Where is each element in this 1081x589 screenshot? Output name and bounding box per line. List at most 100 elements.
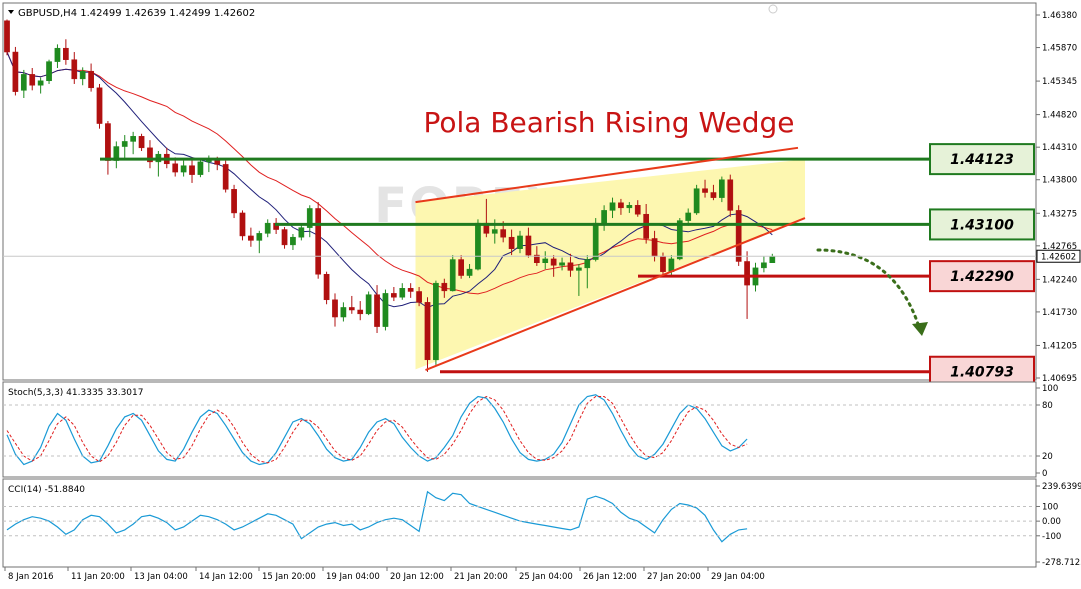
cci-tick-label: -100 xyxy=(1042,532,1061,542)
candle-body xyxy=(416,291,422,303)
cci-line xyxy=(6,490,748,543)
candle-body xyxy=(769,256,776,263)
candle-body xyxy=(365,294,372,315)
candle-body xyxy=(256,233,263,241)
candle-body xyxy=(290,236,296,246)
candle-body xyxy=(761,262,767,269)
candle-body xyxy=(189,165,195,175)
candle-body xyxy=(105,123,111,161)
time-tick-label: 11 Jan 20:00 xyxy=(71,572,125,582)
close-icon[interactable] xyxy=(768,4,778,14)
candle-body xyxy=(618,202,624,209)
stoch-tick-label: 80 xyxy=(1042,401,1053,411)
cci-tick-label: 0.00 xyxy=(1042,517,1061,527)
candle-body xyxy=(719,179,725,198)
candle-body xyxy=(54,47,61,62)
candle-body xyxy=(491,229,498,234)
candle-body xyxy=(147,147,153,163)
cci-series-line xyxy=(6,490,748,543)
time-tick-label: 13 Jan 04:00 xyxy=(134,572,188,582)
candle-body xyxy=(466,268,473,276)
price-tick-label: 1.42240 xyxy=(1042,275,1077,285)
candle-body xyxy=(634,205,641,215)
candle-body xyxy=(710,192,717,198)
ma-slow-line xyxy=(6,51,773,295)
candle-body xyxy=(525,235,532,256)
time-tick-label: 19 Jan 04:00 xyxy=(326,572,380,582)
candle-body xyxy=(500,229,507,238)
candle-body xyxy=(424,302,431,361)
stoch-main-line xyxy=(6,394,748,466)
stoch-tick-label: 20 xyxy=(1042,452,1053,462)
candle-body xyxy=(609,202,616,211)
candle-body xyxy=(306,208,313,228)
candle-body xyxy=(180,165,187,173)
level-label-text: 1.42290 xyxy=(950,269,1014,285)
candle-body xyxy=(601,210,607,224)
candle-body xyxy=(433,282,439,361)
candle-body xyxy=(71,59,78,80)
candle-body xyxy=(559,262,565,266)
candle-body xyxy=(382,293,389,327)
time-tick-label: 21 Jan 20:00 xyxy=(454,572,508,582)
price-tick-label: 1.45345 xyxy=(1042,77,1077,87)
level-label-text: 1.40793 xyxy=(950,365,1014,381)
candle-body xyxy=(4,20,10,53)
candle-body xyxy=(172,163,179,173)
cci-tick-label: -278.7125 xyxy=(1042,558,1081,568)
candle-body xyxy=(298,227,305,238)
level-label-text: 1.44123 xyxy=(950,152,1014,168)
forecast-arrow-path xyxy=(816,248,922,332)
candle-body xyxy=(63,47,69,60)
forecast-arrow xyxy=(816,248,928,336)
candle-body xyxy=(576,267,582,271)
candle-body xyxy=(727,179,734,211)
stoch-signal-line xyxy=(6,395,748,464)
candle-body xyxy=(685,212,692,221)
candle-body xyxy=(592,222,599,260)
candle-body xyxy=(222,164,229,190)
stoch-label: Stoch(5,3,3) 41.3335 33.3017 xyxy=(8,388,143,398)
candle-body xyxy=(130,136,137,142)
price-tick-label: 1.40695 xyxy=(1042,374,1077,384)
level-label-box xyxy=(929,143,1035,176)
price-tick-label: 1.44310 xyxy=(1042,143,1077,153)
wedge-area xyxy=(415,159,805,370)
time-axis: 8 Jan 2016 11 Jan 20:00 13 Jan 04:00 14 Jan… xyxy=(4,567,765,582)
candle-body xyxy=(744,261,750,286)
wedge-lower-line xyxy=(425,217,806,371)
chart-header-text: GBPUSD,H4 1.42499 1.42639 1.42499 1.4260… xyxy=(18,8,255,19)
time-tick-label: 27 Jan 20:00 xyxy=(647,572,701,582)
candle-body xyxy=(20,74,27,91)
candle-body xyxy=(458,259,464,276)
cci-axis: 239.6399 100 0.00 -100 -278.7125 xyxy=(3,479,1081,568)
level-label-box xyxy=(929,208,1035,241)
candle-body xyxy=(441,282,448,292)
candle-body xyxy=(475,222,481,270)
price-tick-label: 1.44820 xyxy=(1042,111,1077,121)
forecast-arrow-head xyxy=(912,322,928,336)
time-tick-label: 29 Jan 04:00 xyxy=(711,572,765,582)
candle-body xyxy=(121,141,128,147)
candle-body xyxy=(391,293,397,298)
candle-body xyxy=(567,262,574,271)
candle-body xyxy=(264,222,271,234)
candle-body xyxy=(231,189,237,214)
level-label-text: 1.43100 xyxy=(950,217,1014,233)
candle-body xyxy=(12,51,19,92)
candle-body xyxy=(702,188,708,193)
candle-body xyxy=(88,70,94,89)
price-tick-label: 1.43275 xyxy=(1042,209,1077,219)
candle-body xyxy=(584,259,591,269)
candle-body xyxy=(626,205,633,209)
price-axis: 1.46380 1.45870 1.45345 1.44820 1.44310 1.438… xyxy=(3,3,1081,384)
candle-body xyxy=(79,70,86,80)
candle-body xyxy=(323,273,330,301)
price-tick-label: 1.41730 xyxy=(1042,308,1077,318)
header-dropdown-icon[interactable] xyxy=(8,10,14,14)
price-tick-label: 1.41205 xyxy=(1042,341,1077,351)
candle-body xyxy=(643,213,650,239)
candle-body xyxy=(449,259,456,292)
current-price-label: 1.42602 xyxy=(1041,253,1076,263)
candle-body xyxy=(407,288,414,292)
